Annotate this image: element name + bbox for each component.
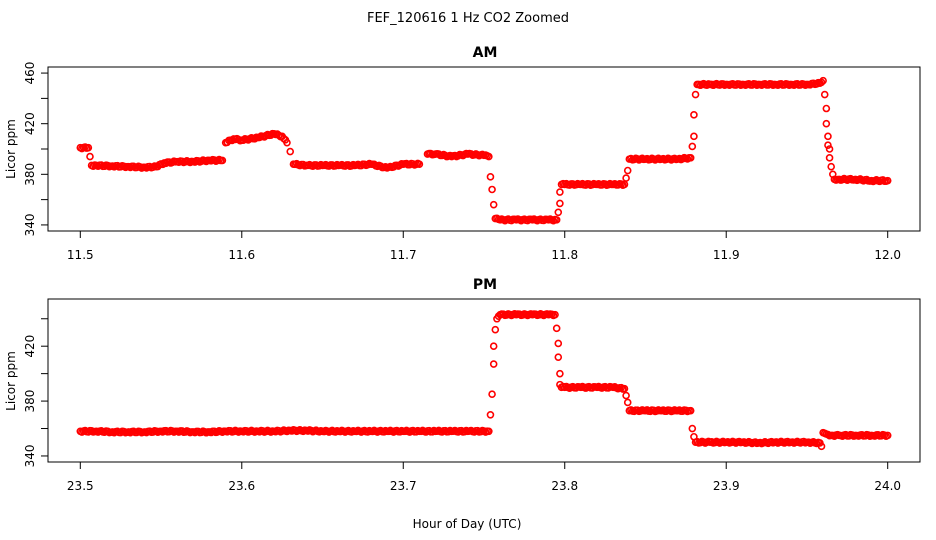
pm-y-tick-label: 380 bbox=[23, 390, 37, 413]
am-data-point bbox=[556, 199, 564, 208]
pm-data-point bbox=[556, 369, 564, 378]
pm-data-point bbox=[491, 325, 500, 334]
pm-data-point bbox=[554, 353, 563, 361]
am-data-point bbox=[820, 90, 829, 99]
pm-data-point bbox=[488, 390, 496, 399]
am-data-point bbox=[825, 154, 834, 162]
pm-x-tick-label: 23.7 bbox=[390, 479, 417, 493]
am-x-tick-label: 11.9 bbox=[713, 248, 740, 262]
pm-data-point bbox=[486, 411, 495, 419]
pm-data-point bbox=[883, 431, 892, 440]
figure-title: FEF_120616 1 Hz CO2 Zoomed bbox=[367, 11, 569, 26]
am-x-tick-label: 11.6 bbox=[228, 248, 255, 262]
x-axis-label: Hour of Day (UTC) bbox=[413, 517, 522, 531]
pm-data-point bbox=[622, 391, 630, 400]
am-x-tick-label: 11.7 bbox=[390, 248, 417, 262]
pm-data-point bbox=[554, 339, 563, 348]
pm-data-point bbox=[552, 324, 561, 333]
am-data-point bbox=[690, 132, 698, 141]
am-y-axis-label: Licor ppm bbox=[4, 119, 18, 179]
pm-data-point bbox=[686, 406, 695, 415]
am-y-tick-label: 380 bbox=[23, 163, 37, 186]
pm-panel: 23.5 23.6 23.7 23.8 23.9 24.0 340 380 420 bbox=[23, 298, 921, 493]
am-data-point bbox=[691, 90, 700, 99]
am-data-point bbox=[283, 138, 291, 147]
am-data-point bbox=[883, 176, 892, 185]
am-data-point bbox=[84, 143, 93, 152]
pm-data-point bbox=[688, 424, 697, 433]
pm-data-point bbox=[551, 310, 559, 319]
pm-data-point bbox=[485, 427, 493, 436]
am-plot-frame bbox=[47, 66, 921, 232]
am-x-tick-label: 11.5 bbox=[67, 248, 94, 262]
am-data-point bbox=[286, 147, 295, 156]
am-x-tick-label: 11.8 bbox=[551, 248, 578, 262]
am-data-point bbox=[489, 200, 498, 209]
am-y-tick-label: 340 bbox=[23, 213, 37, 236]
pm-x-tick-label: 23.8 bbox=[551, 479, 578, 493]
pm-y-axis-label: Licor ppm bbox=[4, 351, 18, 411]
am-data-point bbox=[552, 216, 561, 224]
am-data-point bbox=[485, 152, 493, 161]
pm-plot-frame bbox=[47, 298, 921, 463]
am-data-point bbox=[825, 145, 834, 153]
am-data-point bbox=[86, 152, 94, 161]
pm-data-point bbox=[489, 342, 498, 350]
am-data-points bbox=[76, 76, 892, 225]
am-data-point bbox=[486, 173, 495, 181]
am-data-point bbox=[488, 185, 496, 194]
pm-data-points bbox=[76, 310, 892, 451]
am-data-point bbox=[554, 208, 563, 217]
pm-y-tick-label: 420 bbox=[23, 335, 37, 358]
am-data-point bbox=[622, 174, 630, 182]
am-data-point bbox=[824, 141, 832, 150]
am-data-point bbox=[819, 76, 827, 85]
am-data-point bbox=[415, 160, 424, 168]
pm-data-point bbox=[620, 384, 629, 393]
am-y-tick-label: 460 bbox=[23, 62, 37, 85]
pm-panel-title: PM bbox=[473, 277, 497, 293]
pm-data-point bbox=[817, 442, 826, 451]
am-x-tick-label: 12.0 bbox=[874, 248, 901, 262]
am-y-tick-label: 420 bbox=[23, 112, 37, 135]
pm-x-tick-label: 23.5 bbox=[67, 479, 94, 493]
am-data-point bbox=[623, 166, 632, 175]
am-panel: 11.5 11.6 11.7 11.8 11.9 12.0 340 380 420 460 bbox=[23, 62, 921, 262]
am-data-point bbox=[556, 188, 564, 196]
pm-x-tick-label: 23.9 bbox=[713, 479, 740, 493]
am-data-point bbox=[822, 119, 831, 128]
am-data-point bbox=[827, 162, 835, 171]
am-data-point bbox=[822, 104, 831, 113]
pm-x-tick-label: 23.6 bbox=[228, 479, 255, 493]
am-data-point bbox=[690, 111, 698, 119]
am-data-point bbox=[817, 78, 826, 87]
pm-data-point bbox=[489, 360, 498, 368]
pm-x-tick-label: 24.0 bbox=[874, 479, 901, 493]
am-data-point bbox=[218, 156, 227, 165]
am-data-point bbox=[686, 154, 695, 162]
pm-data-point bbox=[623, 398, 632, 407]
am-panel-title: AM bbox=[473, 45, 498, 61]
am-data-point bbox=[824, 132, 832, 141]
am-data-point bbox=[688, 142, 697, 151]
pm-y-tick-label: 340 bbox=[23, 445, 37, 468]
